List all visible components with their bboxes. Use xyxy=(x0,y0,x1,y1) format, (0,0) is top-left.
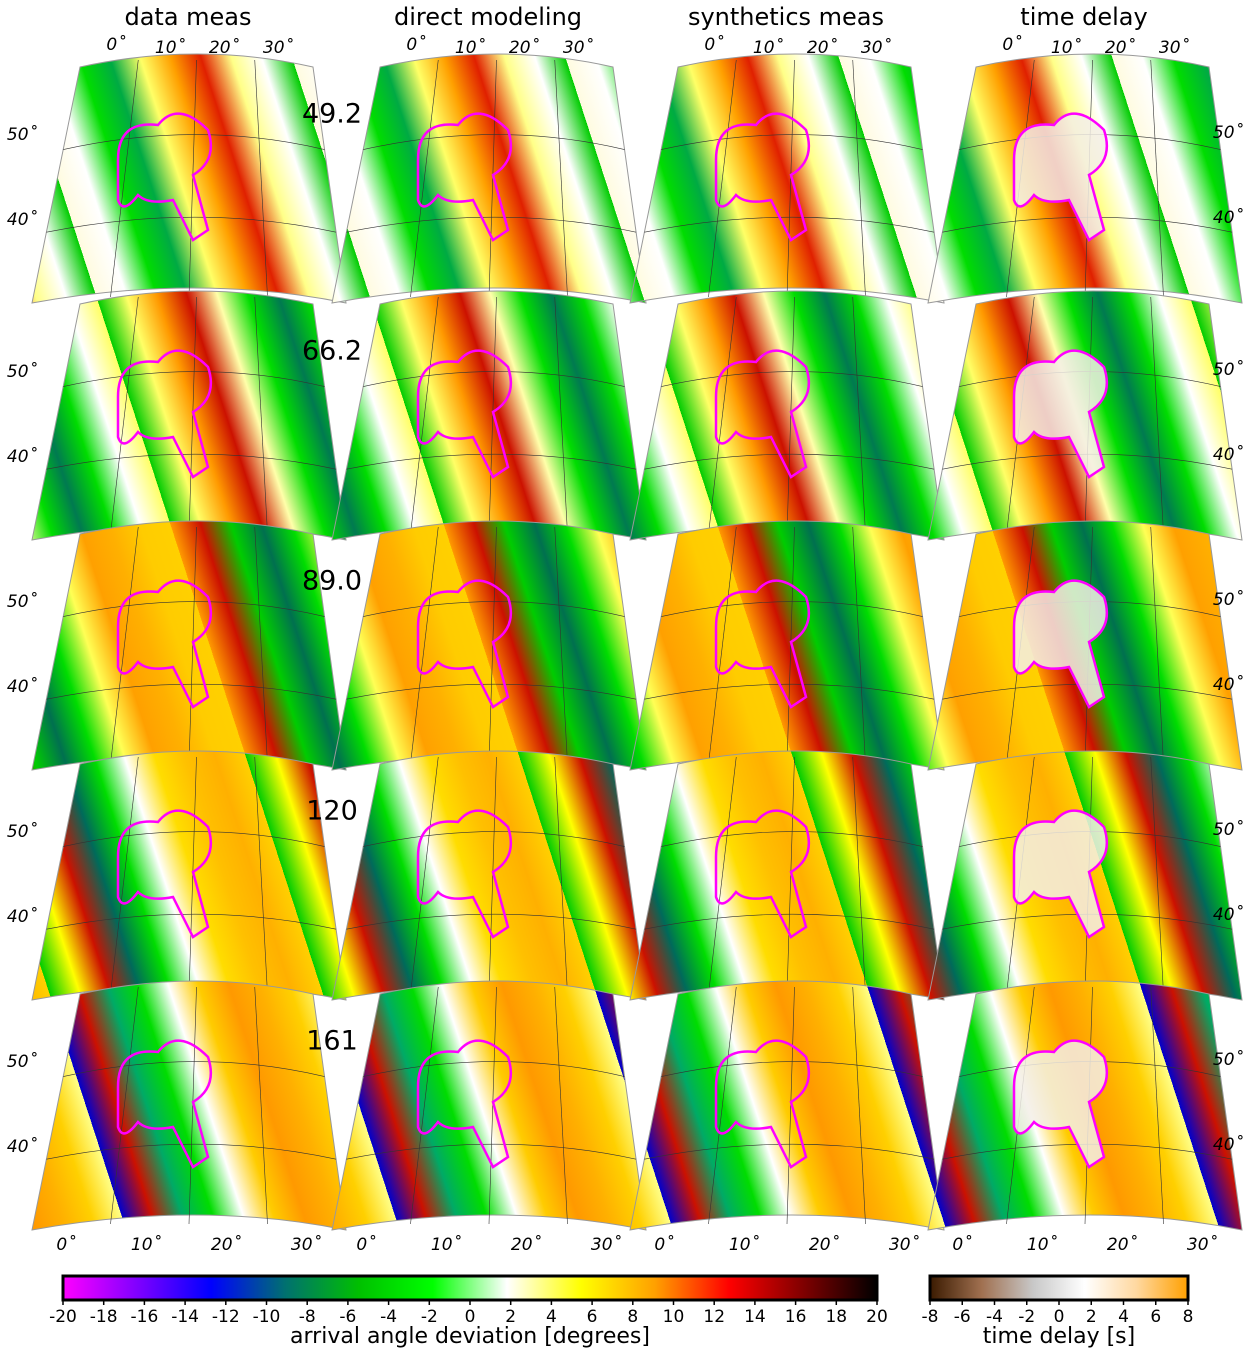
longitude-label: 30˚ xyxy=(861,37,892,58)
latitude-label: 40˚ xyxy=(1213,674,1244,695)
latitude-label: 40˚ xyxy=(1213,1134,1244,1155)
longitude-label: 30˚ xyxy=(1159,37,1190,58)
longitude-label: 20˚ xyxy=(511,1234,542,1255)
colorbar-tick-label: -20 xyxy=(49,1307,77,1327)
latitude-label: 40˚ xyxy=(7,446,38,467)
colorbar-tick-label: 10 xyxy=(663,1307,685,1327)
map-panel xyxy=(630,521,944,770)
longitude-label: 0˚ xyxy=(704,34,724,55)
longitude-label: 20˚ xyxy=(209,37,240,58)
longitude-label: 0˚ xyxy=(952,1234,972,1255)
map-panel xyxy=(332,54,646,303)
longitude-label: 10˚ xyxy=(455,37,486,58)
longitude-label: 30˚ xyxy=(263,37,294,58)
column-title: synthetics meas xyxy=(688,3,884,31)
colorbar-tick-label: -18 xyxy=(90,1307,118,1327)
colorbar-tick-label: 14 xyxy=(744,1307,766,1327)
column-title: time delay xyxy=(1020,3,1147,31)
colorbar-tick-label: 6 xyxy=(1150,1307,1161,1327)
map-panel xyxy=(32,521,346,770)
latitude-label: 50˚ xyxy=(1213,819,1244,840)
colorbar-tick-label: 8 xyxy=(1183,1307,1194,1327)
longitude-label: 30˚ xyxy=(1187,1234,1218,1255)
latitude-label: 50˚ xyxy=(7,1051,38,1072)
longitude-label: 0˚ xyxy=(406,34,426,55)
period-label: 49.2 xyxy=(302,99,362,130)
colorbar-tick-label: 16 xyxy=(785,1307,807,1327)
colorbar-label: time delay [s] xyxy=(983,1324,1135,1349)
map-panel xyxy=(630,54,944,303)
latitude-label: 50˚ xyxy=(7,361,38,382)
longitude-label: 30˚ xyxy=(591,1234,622,1255)
longitude-label: 0˚ xyxy=(1002,34,1022,55)
latitude-label: 50˚ xyxy=(1213,122,1244,143)
period-label: 89.0 xyxy=(302,566,362,597)
map-panel xyxy=(332,981,646,1230)
latitude-label: 50˚ xyxy=(1213,359,1244,380)
map-panel xyxy=(630,751,944,1000)
latitude-label: 40˚ xyxy=(1213,207,1244,228)
latitude-label: 50˚ xyxy=(1213,589,1244,610)
latitude-label: 40˚ xyxy=(7,1136,38,1157)
longitude-label: 10˚ xyxy=(431,1234,462,1255)
period-label: 66.2 xyxy=(302,336,362,367)
column-title: data meas xyxy=(124,3,251,31)
colorbar-tick-label: -16 xyxy=(131,1307,159,1327)
map-panel xyxy=(32,291,346,540)
longitude-label: 10˚ xyxy=(1027,1234,1058,1255)
longitude-label: 20˚ xyxy=(1107,1234,1138,1255)
latitude-label: 40˚ xyxy=(1213,444,1244,465)
figure: data meas direct modeling synthetics meas t… xyxy=(0,0,1250,1350)
period-label: 120 xyxy=(306,796,358,827)
latitude-label: 40˚ xyxy=(1213,904,1244,925)
colorbar xyxy=(930,1276,1188,1300)
latitude-label: 50˚ xyxy=(1213,1049,1244,1070)
latitude-label: 50˚ xyxy=(7,821,38,842)
longitude-label: 10˚ xyxy=(753,37,784,58)
longitude-label: 30˚ xyxy=(889,1234,920,1255)
colorbar-tick-label: -6 xyxy=(954,1307,971,1327)
colorbar-tick-label: 20 xyxy=(866,1307,888,1327)
latitude-label: 40˚ xyxy=(7,209,38,230)
longitude-label: 20˚ xyxy=(807,37,838,58)
period-label: 161 xyxy=(306,1026,358,1057)
column-title: direct modeling xyxy=(394,3,582,31)
longitude-label: 10˚ xyxy=(131,1234,162,1255)
longitude-label: 0˚ xyxy=(654,1234,674,1255)
colorbar-tick-label: -8 xyxy=(922,1307,939,1327)
colorbar-tick-label: 18 xyxy=(825,1307,847,1327)
colorbar-tick-label: -14 xyxy=(171,1307,199,1327)
map-panel xyxy=(630,291,944,540)
map-panel xyxy=(630,981,944,1230)
map-panel xyxy=(32,751,346,1000)
map-panel xyxy=(332,751,646,1000)
longitude-label: 20˚ xyxy=(211,1234,242,1255)
map-panel xyxy=(32,54,346,303)
longitude-label: 10˚ xyxy=(155,37,186,58)
longitude-label: 30˚ xyxy=(563,37,594,58)
latitude-label: 40˚ xyxy=(7,906,38,927)
longitude-label: 0˚ xyxy=(106,34,126,55)
longitude-label: 20˚ xyxy=(809,1234,840,1255)
longitude-label: 30˚ xyxy=(291,1234,322,1255)
longitude-label: 20˚ xyxy=(1105,37,1136,58)
longitude-label: 20˚ xyxy=(509,37,540,58)
longitude-label: 0˚ xyxy=(56,1234,76,1255)
map-panel xyxy=(332,291,646,540)
longitude-label: 10˚ xyxy=(729,1234,760,1255)
colorbar-label: arrival angle deviation [degrees] xyxy=(290,1324,650,1349)
latitude-label: 50˚ xyxy=(7,124,38,145)
colorbar xyxy=(63,1276,877,1300)
colorbar-tick-label: -10 xyxy=(253,1307,281,1327)
longitude-label: 10˚ xyxy=(1051,37,1082,58)
map-panel xyxy=(332,521,646,770)
latitude-label: 40˚ xyxy=(7,676,38,697)
colorbar-tick-label: -12 xyxy=(212,1307,240,1327)
colorbar-tick-label: 12 xyxy=(703,1307,725,1327)
longitude-label: 0˚ xyxy=(356,1234,376,1255)
latitude-label: 50˚ xyxy=(7,591,38,612)
map-panel xyxy=(32,981,346,1230)
